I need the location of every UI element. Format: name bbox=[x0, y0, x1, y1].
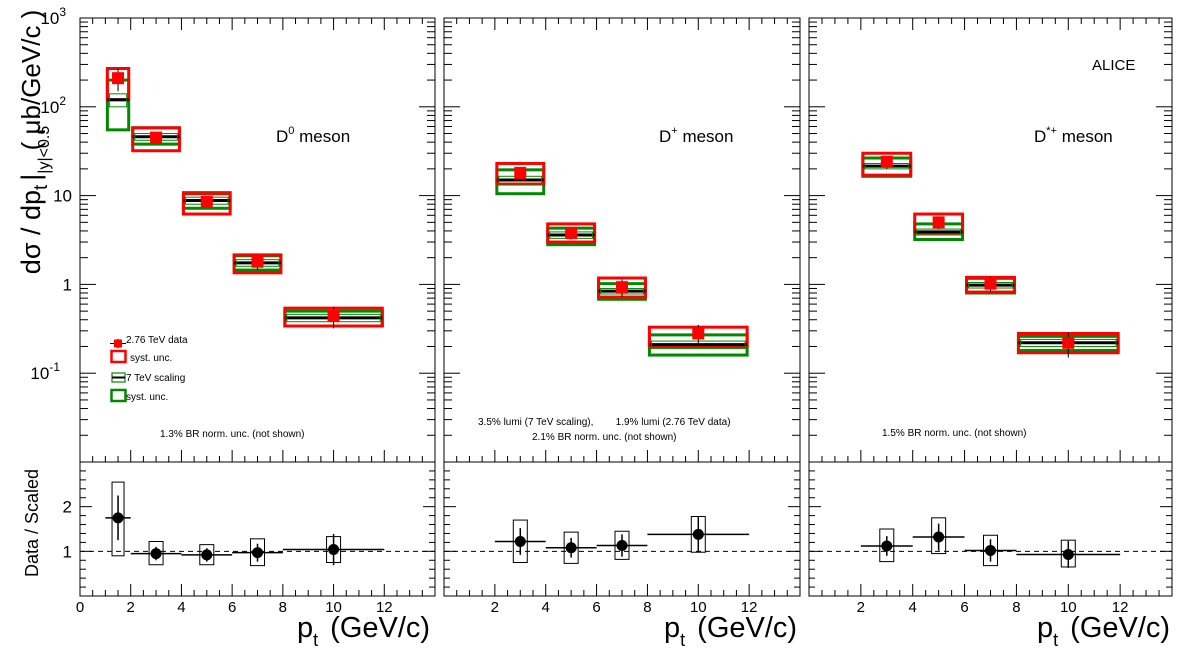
panel-2-data-point bbox=[616, 281, 628, 294]
panel-2-ratio-point bbox=[514, 536, 526, 548]
panel-2-ratio-point bbox=[692, 528, 704, 540]
panel-1-x-tick-label: 6 bbox=[228, 599, 236, 616]
panel-1-x-tick-label: 0 bbox=[76, 599, 84, 616]
ratio-y-tick-label: 1 bbox=[63, 542, 72, 561]
panel-1-ratio-point bbox=[201, 549, 213, 561]
panel-3-ratio-point bbox=[881, 540, 893, 552]
panel-3-top-frame bbox=[808, 17, 1173, 463]
panel-2-note-lumi: 3.5% lumi (7 TeV scaling), 1.9% lumi (2.… bbox=[478, 417, 731, 428]
legend-label-scaling: 7 TeV scaling bbox=[126, 373, 185, 384]
panel-1-data-point bbox=[112, 72, 125, 85]
panel-1-data-syst-box bbox=[181, 192, 232, 216]
panel-3-x-tick-label: 6 bbox=[960, 599, 968, 616]
y-axis-title-main: dσ / dpt||y|<0.5 bbox=[16, 126, 53, 275]
panel-1-ratio-point bbox=[328, 544, 340, 556]
panel-2-data-syst-box bbox=[546, 222, 597, 244]
ratio-axis-title: Data / Scaled bbox=[22, 469, 42, 577]
panel-3-data-point bbox=[984, 277, 997, 290]
panel-1-x-tick-label: 12 bbox=[376, 599, 393, 616]
x-axis-title-2: pt (GeV/c) bbox=[664, 612, 797, 650]
ratio-y-tick-label: 2 bbox=[63, 498, 72, 517]
panel-2-x-tick-label: 8 bbox=[643, 599, 651, 616]
panel-3-ratio-frame bbox=[808, 461, 1173, 597]
panel-1-ratio-frame bbox=[79, 461, 436, 597]
panel-1-x-tick-label: 2 bbox=[127, 599, 135, 616]
y-tick-label: 102 bbox=[40, 94, 66, 117]
panel-3-ratio-point bbox=[933, 531, 945, 543]
legend-label-scaling-syst: syst. unc. bbox=[126, 392, 168, 403]
panel-2-x-tick-label: 12 bbox=[741, 599, 758, 616]
legend-entry-scaling: 7 TeV scaling bbox=[111, 372, 185, 384]
y-tick-label: 103 bbox=[40, 5, 66, 28]
panel-2-ratio-point bbox=[616, 540, 628, 552]
panel-1-data-syst-box bbox=[131, 126, 181, 153]
panel-1-ratio-syst-box bbox=[111, 481, 125, 557]
legend-entry-data: 2.76 TeV data bbox=[110, 335, 188, 348]
panel-1-scaling-stat-band bbox=[108, 93, 128, 108]
panel-3-data-point bbox=[880, 155, 893, 168]
panel-1-ratio-point bbox=[150, 548, 162, 560]
experiment-label: ALICE bbox=[1092, 57, 1135, 74]
chart-marks bbox=[80, 66, 1172, 568]
panel-3-x-tick-label: 2 bbox=[857, 599, 865, 616]
panel-2-ratio-frame bbox=[443, 461, 801, 597]
panel-2-note-br: 2.1% BR norm. unc. (not shown) bbox=[532, 432, 677, 443]
panel-3-meson-label: D*+ meson bbox=[1034, 125, 1113, 146]
legend-label-data: 2.76 TeV data bbox=[126, 335, 188, 346]
panel-1-meson-label: D0 meson bbox=[276, 125, 350, 146]
panel-3-x-tick-label: 10 bbox=[1060, 599, 1077, 616]
panel-1-data-point bbox=[200, 195, 213, 208]
panel-3-ratio-point bbox=[1062, 548, 1074, 560]
panel-3-data-point bbox=[1062, 336, 1075, 349]
panel-frames bbox=[79, 17, 1173, 597]
panel-1-x-tick-label: 8 bbox=[279, 599, 287, 616]
y-axis-unit: ( μb/GeV/c ) bbox=[16, 10, 46, 151]
panel-2-data-point bbox=[692, 327, 705, 340]
legend-entry-data-syst: syst. unc. bbox=[110, 349, 172, 364]
panel-1-data-point bbox=[150, 131, 163, 144]
legend: 2.76 TeV data syst. unc. 7 TeV scaling s… bbox=[110, 335, 188, 403]
panel-3-data-point bbox=[932, 216, 945, 229]
panel-2-data-syst-box bbox=[597, 276, 647, 299]
panel-2-x-tick-label: 4 bbox=[542, 599, 550, 616]
panel-1-data-point bbox=[251, 255, 264, 268]
panel-2-x-tick-label: 10 bbox=[690, 599, 707, 616]
panel-3-x-tick-label: 4 bbox=[909, 599, 917, 616]
panel-2-ratio-point bbox=[565, 542, 577, 554]
panel-1-note: 1.3% BR norm. unc. (not shown) bbox=[160, 429, 305, 440]
x-axis-title-1: pt (GeV/c) bbox=[297, 612, 430, 650]
y-tick-label: 10 bbox=[53, 187, 72, 206]
panel-3-ratio-point bbox=[985, 544, 996, 556]
panel-1-ratio-point bbox=[112, 512, 124, 524]
panel-1-ratio-point bbox=[252, 547, 263, 559]
legend-entry-scaling-syst: syst. unc. bbox=[110, 388, 168, 403]
panel-3-data-syst-box bbox=[861, 151, 913, 177]
panel-2-data-point bbox=[565, 226, 578, 239]
y-tick-label: 10-1 bbox=[30, 360, 60, 383]
panel-2-meson-label: D+ meson bbox=[659, 125, 733, 146]
panel-2-data-point bbox=[514, 166, 527, 179]
panel-1-x-tick-label: 10 bbox=[325, 599, 342, 616]
legend-label-data-syst: syst. unc. bbox=[130, 353, 172, 364]
panel-3-ratio-syst-box bbox=[931, 517, 947, 555]
panel-2-x-tick-label: 6 bbox=[592, 599, 600, 616]
panel-2-top-frame bbox=[443, 17, 801, 463]
y-axis-unit-label: ( μb/GeV/c ) bbox=[16, 10, 46, 151]
panel-1-data-point bbox=[327, 310, 340, 323]
panel-1-x-tick-label: 4 bbox=[177, 599, 185, 616]
panel-3-note: 1.5% BR norm. unc. (not shown) bbox=[882, 428, 1027, 439]
x-axis-title-3: pt (GeV/c) bbox=[1037, 612, 1170, 650]
panel-2-x-tick-label: 2 bbox=[491, 599, 499, 616]
panel-3-x-tick-label: 8 bbox=[1012, 599, 1020, 616]
panel-3-x-tick-label: 12 bbox=[1112, 599, 1129, 616]
ratio-axis-title-label: Data / Scaled bbox=[22, 469, 42, 577]
y-tick-label: 1 bbox=[63, 275, 72, 294]
y-axis-title: dσ / dpt||y|<0.5 bbox=[16, 126, 53, 275]
